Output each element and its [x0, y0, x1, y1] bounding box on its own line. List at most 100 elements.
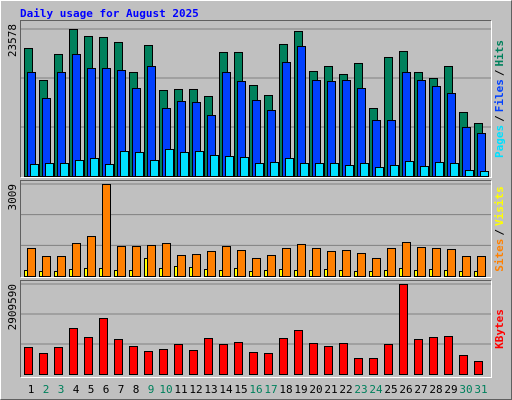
bar [222, 246, 231, 277]
legend-entry: Visits [493, 186, 506, 226]
bar [405, 160, 414, 178]
x-tick-label: 10 [159, 383, 172, 396]
bar [114, 338, 123, 375]
plot-border-dark [20, 180, 492, 278]
bar [219, 343, 228, 375]
bar [54, 346, 63, 376]
bar [57, 256, 66, 278]
bar [369, 357, 378, 375]
bar [309, 342, 318, 375]
x-tick-label: 17 [264, 383, 277, 396]
x-tick-label: 1 [28, 383, 35, 396]
bar [444, 335, 453, 375]
bar [234, 341, 243, 376]
x-tick-label: 26 [399, 383, 412, 396]
bar [144, 350, 153, 376]
bar [294, 329, 303, 375]
bar [459, 354, 468, 376]
bar [312, 247, 321, 277]
bar [390, 165, 399, 177]
legend-entry: Hits [493, 40, 506, 67]
bar [132, 246, 141, 277]
bar [72, 53, 81, 177]
bar [300, 163, 309, 178]
x-tick-label: 18 [279, 383, 292, 396]
bar [357, 253, 366, 277]
bar [375, 166, 384, 178]
x-tick-label: 16 [249, 383, 262, 396]
plot-border-light [20, 180, 492, 278]
bar [189, 349, 198, 376]
bar [75, 160, 84, 178]
bar [339, 342, 348, 375]
bar [402, 71, 411, 177]
legend-entry: KBytes [493, 309, 506, 349]
bar [204, 337, 213, 376]
plot-border-dark [20, 20, 492, 178]
bar [267, 254, 276, 277]
x-tick-label: 22 [339, 383, 352, 396]
legend-entry: Pages [493, 125, 506, 158]
bar [465, 170, 474, 177]
x-tick-label: 23 [354, 383, 367, 396]
bar [429, 336, 438, 376]
plot-border-light [20, 20, 492, 178]
bar [240, 156, 249, 177]
x-tick-label: 30 [459, 383, 472, 396]
legend-separator: / [493, 115, 506, 122]
bar [135, 151, 144, 177]
x-tick-label: 15 [234, 383, 247, 396]
bar [279, 337, 288, 376]
bar [105, 163, 114, 178]
bar [282, 247, 291, 277]
x-tick-label: 31 [474, 383, 487, 396]
x-tick-label: 8 [133, 383, 140, 396]
bar [384, 343, 393, 375]
legend-separator: / [493, 69, 506, 76]
bar [42, 256, 51, 278]
bar [399, 284, 408, 375]
bar [192, 254, 201, 277]
bar [39, 352, 48, 375]
bar [87, 236, 96, 278]
x-tick-label: 20 [309, 383, 322, 396]
legend: KBytes [493, 309, 506, 349]
bar [417, 79, 426, 177]
legend: Pages / Files / Hits [493, 40, 506, 158]
x-tick-label: 7 [118, 383, 125, 396]
x-tick-label: 21 [324, 383, 337, 396]
x-tick-label: 6 [103, 383, 110, 396]
legend-entry: Files [493, 79, 506, 112]
bar [147, 244, 156, 277]
bar [24, 346, 33, 376]
bar [477, 256, 486, 278]
x-tick-label: 25 [384, 383, 397, 396]
bar [57, 71, 66, 177]
x-tick-label: 5 [88, 383, 95, 396]
bar [447, 249, 456, 277]
bar [90, 158, 99, 178]
x-tick-label: 19 [294, 383, 307, 396]
bar [162, 243, 171, 278]
bar [432, 247, 441, 277]
chart-title: Daily usage for August 2025 [20, 7, 199, 20]
x-tick-label: 13 [204, 383, 217, 396]
bar [159, 348, 168, 375]
x-tick-label: 4 [73, 383, 80, 396]
x-tick-label: 27 [414, 383, 427, 396]
bar [45, 163, 54, 178]
bar [342, 79, 351, 177]
bar [117, 246, 126, 277]
bar [417, 247, 426, 277]
bar [414, 338, 423, 375]
bar [177, 254, 186, 277]
bar [474, 360, 483, 375]
y-tick-label: 2909590 [6, 284, 19, 330]
x-tick-label: 12 [189, 383, 202, 396]
bar [60, 163, 69, 178]
bar [435, 161, 444, 177]
bar [129, 345, 138, 376]
bar [315, 163, 324, 178]
